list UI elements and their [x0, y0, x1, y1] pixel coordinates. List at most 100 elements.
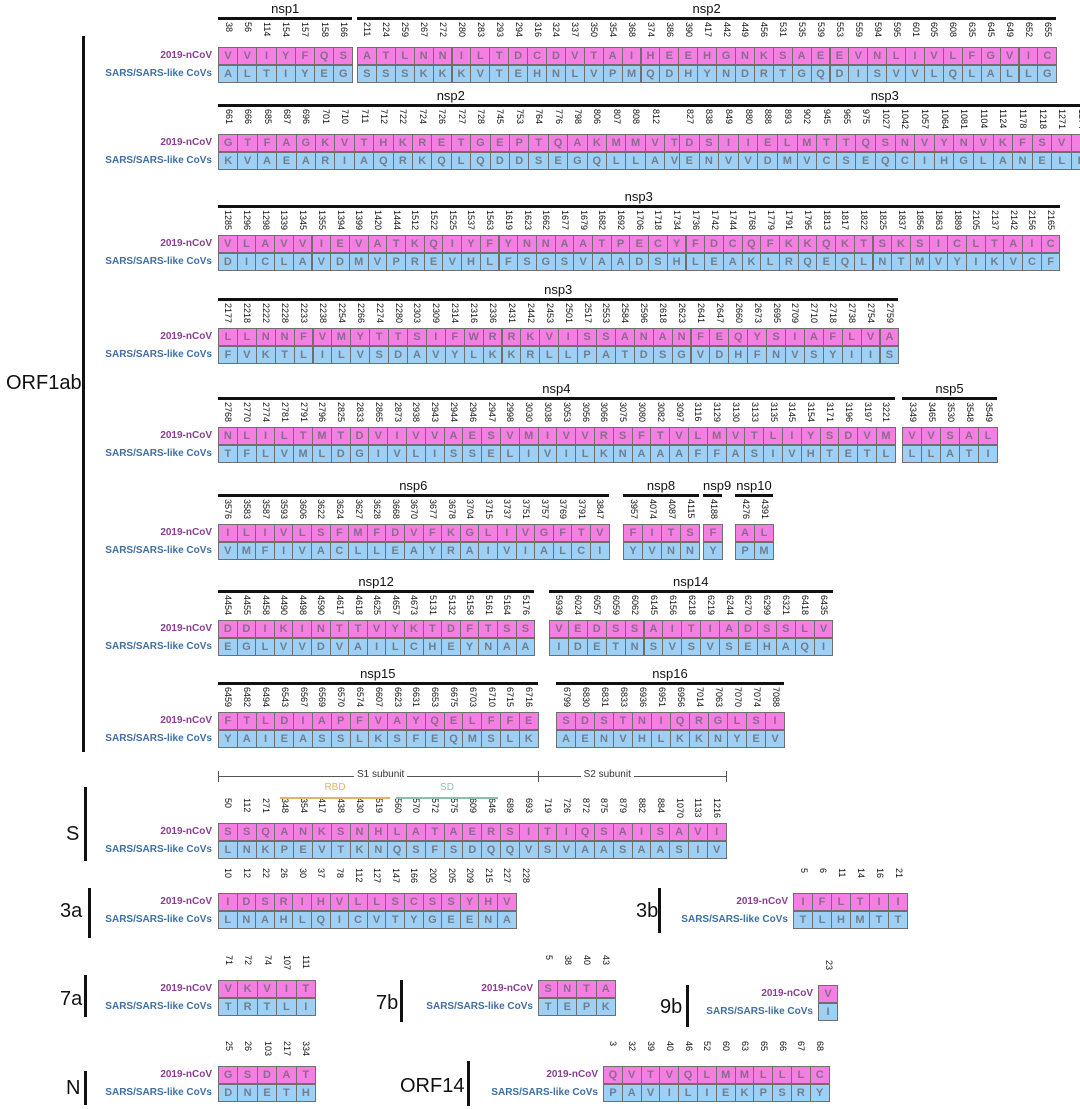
position-number: 1677	[559, 210, 570, 231]
sd-domain-line	[396, 797, 498, 799]
ncov-residue-cell: S	[596, 328, 616, 346]
sars-residue-cell: L	[349, 730, 370, 748]
sars-residue-cell: D	[489, 152, 510, 170]
ncov-residue-cell: L	[831, 893, 851, 911]
position-number: 67	[796, 1041, 807, 1052]
position-number: 227	[502, 868, 513, 884]
sars-residue-cell: K	[255, 841, 276, 859]
gene-bar-orf1ab	[82, 36, 85, 752]
position-number: 39	[646, 1041, 656, 1052]
position-number: 1399	[354, 210, 365, 231]
position-number: 2833	[355, 402, 365, 423]
position-number: 559	[853, 22, 864, 38]
position-number: 3116	[693, 402, 704, 422]
gene-label-7b: 7b	[376, 992, 399, 1014]
position-number: 6833	[618, 687, 629, 708]
sars-residue-cell: Y	[404, 911, 424, 929]
sars-residue-cell: E	[1071, 152, 1080, 170]
position-number: 11	[836, 868, 847, 878]
sars-residue-cell: H	[756, 638, 777, 656]
ncov-residue-cell: L	[966, 235, 986, 253]
ncov-residue-cell: M	[518, 427, 539, 445]
ncov-residue-cell: L	[366, 893, 387, 911]
sars-residue-cell: D	[735, 65, 755, 83]
ncov-residue-cell: S	[1031, 134, 1053, 152]
sars-residue-cell: I	[966, 253, 986, 271]
ncov-residue-cell: D	[441, 620, 461, 638]
position-number: 38	[223, 22, 234, 33]
position-number: 107	[281, 955, 292, 971]
position-number: 6631	[411, 687, 422, 708]
ncov-residue-cell: Y	[747, 328, 768, 346]
position-number: 157	[300, 22, 311, 38]
ncov-residue-cell: I	[905, 47, 925, 65]
sars-residue-cell: V	[237, 152, 258, 170]
position-number: 1512	[410, 210, 421, 231]
ncov-residue-cell: N	[953, 134, 974, 152]
sars-residue-cell: N	[594, 730, 614, 748]
position-number: 154	[281, 22, 292, 38]
sars-residue-cell: M	[754, 542, 774, 560]
ncov-residue-cell: A	[602, 47, 623, 65]
sars-residue-cell: V	[706, 841, 727, 859]
sars-residue-cell: V	[886, 65, 907, 83]
ncov-residue-cell: T	[984, 235, 1005, 253]
ncov-residue-cell: V	[329, 893, 350, 911]
sars-residue-cell: E	[256, 1084, 278, 1102]
row-label-sars: SARS/SARS-like CoVs	[105, 1001, 212, 1012]
position-number: 2774	[261, 402, 271, 423]
position-number: 965	[841, 109, 852, 125]
sars-residue-cell: I	[366, 638, 387, 656]
ncov-residue-cell: V	[515, 524, 536, 542]
position-number: 594	[872, 22, 883, 38]
row-label-ncov: 2019-nCoV	[160, 623, 212, 634]
ncov-residue-cell: L	[255, 712, 276, 730]
ncov-residue-cell: F	[366, 524, 387, 542]
sars-residue-cell: A	[459, 542, 480, 560]
sars-residue-cell: V	[583, 65, 604, 83]
sars-residue-cell: E	[441, 638, 461, 656]
sars-residue-cell: L	[961, 65, 982, 83]
ncov-residue-cell: K	[441, 524, 461, 542]
sars-residue-cell: E	[385, 542, 405, 560]
position-number: 2796	[317, 402, 328, 423]
ncov-residue-cell: T	[835, 134, 857, 152]
ncov-residue-cell: Y	[800, 427, 821, 445]
row-label-ncov: 2019-nCoV	[481, 983, 533, 994]
sars-residue-cell: T	[888, 911, 908, 929]
sars-residue-cell: A	[353, 152, 375, 170]
sars-residue-cell: L	[651, 730, 671, 748]
position-number: 5131	[427, 595, 438, 616]
ncov-residue-cell: K	[779, 235, 799, 253]
position-number: 2946	[467, 402, 478, 423]
ncov-residue-cell: V	[292, 235, 313, 253]
row-label-sars: SARS/SARS-like CoVs	[105, 641, 212, 652]
ncov-residue-cell: N	[867, 47, 888, 65]
segment-bar-nsp5-7	[902, 397, 997, 400]
position-number: 849	[724, 109, 734, 125]
position-number: 6716	[524, 687, 535, 708]
ncov-residue-cell: T	[489, 47, 510, 65]
sars-residue-cell: K	[349, 841, 370, 859]
position-number: 3769	[558, 499, 569, 520]
sars-residue-cell: V	[218, 542, 238, 560]
ncov-residue-cell: S	[515, 620, 536, 638]
sars-residue-cell: Y	[218, 730, 238, 748]
gene-bar-7a	[84, 975, 87, 1017]
sars-residue-cell: K	[368, 730, 389, 748]
ncov-residue-cell: A	[443, 823, 464, 841]
ncov-residue-cell: T	[650, 427, 671, 445]
sars-residue-cell: F	[706, 445, 727, 463]
sars-residue-cell: M	[462, 730, 483, 748]
sars-residue-cell: Y	[294, 65, 315, 83]
position-number: 3670	[409, 499, 420, 520]
position-number: 3038	[543, 402, 553, 423]
sars-residue-cell: Q	[373, 152, 394, 170]
sars-residue-cell: S	[772, 1084, 792, 1102]
ncov-residue-cell: V	[500, 427, 520, 445]
sars-residue-cell: Y	[459, 638, 480, 656]
sars-residue-cell: I	[841, 346, 862, 364]
ncov-residue-cell: M	[348, 524, 368, 542]
sars-residue-cell: V	[350, 346, 371, 364]
sars-residue-cell: Y	[822, 346, 843, 364]
